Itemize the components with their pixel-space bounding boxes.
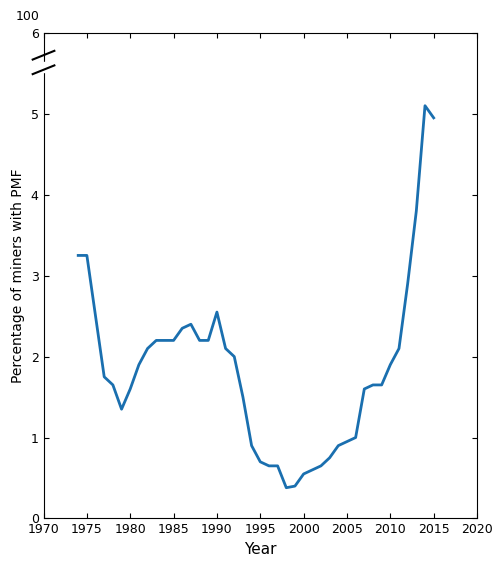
Y-axis label: Percentage of miners with PMF: Percentage of miners with PMF	[11, 168, 25, 383]
Text: 100: 100	[15, 10, 39, 23]
Bar	[28, 62, 58, 72]
X-axis label: Year: Year	[244, 542, 277, 557]
